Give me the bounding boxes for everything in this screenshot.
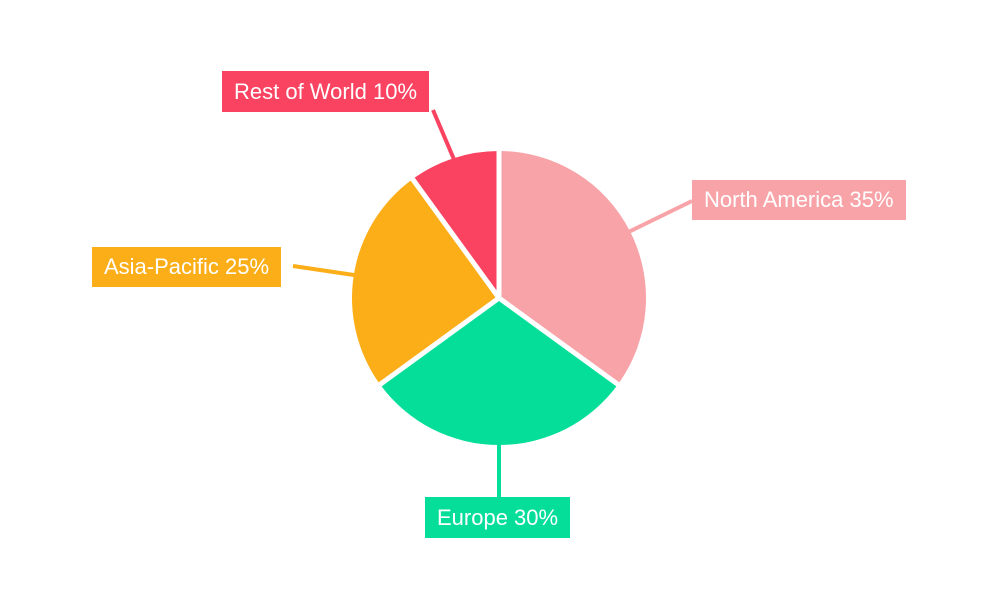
slice-separator xyxy=(409,176,502,300)
slice-label-rest-of-world: Rest of World 10% xyxy=(222,71,430,112)
slice-label-north-america: North America 35% xyxy=(692,180,906,220)
slice-separator xyxy=(497,295,621,388)
pie-slice-north-america[interactable] xyxy=(499,151,647,385)
slice-label-asia-pacific: Asia-Pacific 25% xyxy=(92,247,282,287)
pie-slice-asia-pacific[interactable] xyxy=(351,179,499,385)
leader-line-north-america xyxy=(628,199,693,234)
pie-slice-rest-of-world[interactable] xyxy=(412,151,499,298)
leader-line-asia-pacific xyxy=(292,264,356,278)
leader-line-rest-of-world xyxy=(431,109,456,160)
slice-label-europe: Europe 30% xyxy=(425,497,571,538)
slice-separator xyxy=(377,295,501,388)
pie-slice-europe[interactable] xyxy=(380,298,618,446)
